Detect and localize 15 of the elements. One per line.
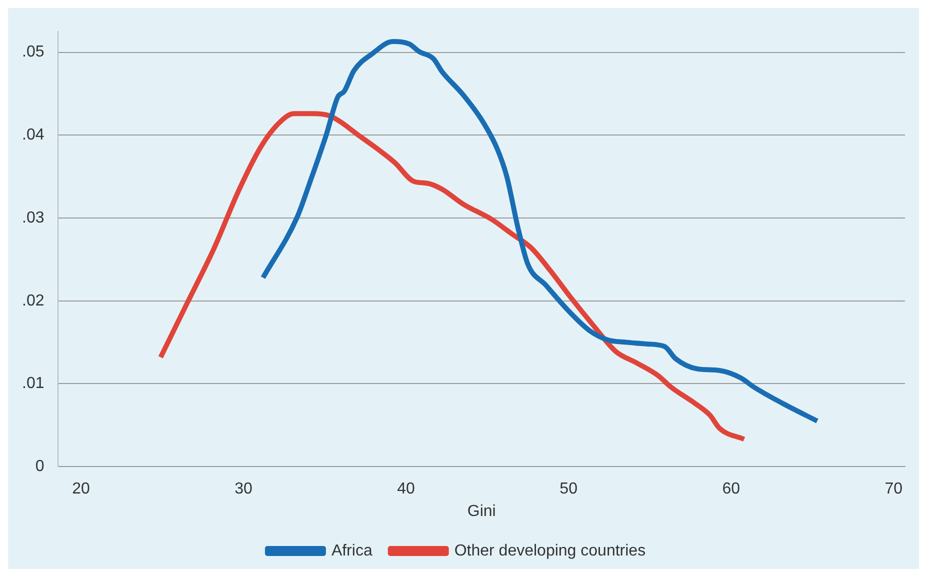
x-tick-label: 40 <box>397 480 416 498</box>
x-tick-label: 50 <box>560 480 578 498</box>
x-tick-label: 60 <box>722 480 740 498</box>
x-tick-label: 20 <box>72 480 90 498</box>
x-axis-title: Gini <box>467 502 496 520</box>
y-tick-label: .01 <box>22 375 44 392</box>
y-tick-label: 0 <box>35 458 44 476</box>
y-tick-label: .02 <box>22 292 44 310</box>
y-tick-label: .03 <box>22 209 44 226</box>
x-tick-label: 30 <box>234 480 253 498</box>
legend-label: Other developing countries <box>454 542 646 560</box>
y-tick-label: .05 <box>22 44 44 61</box>
legend-label: Africa <box>331 542 372 560</box>
y-tick-label: .04 <box>22 126 44 144</box>
x-tick-label: 70 <box>884 480 903 498</box>
